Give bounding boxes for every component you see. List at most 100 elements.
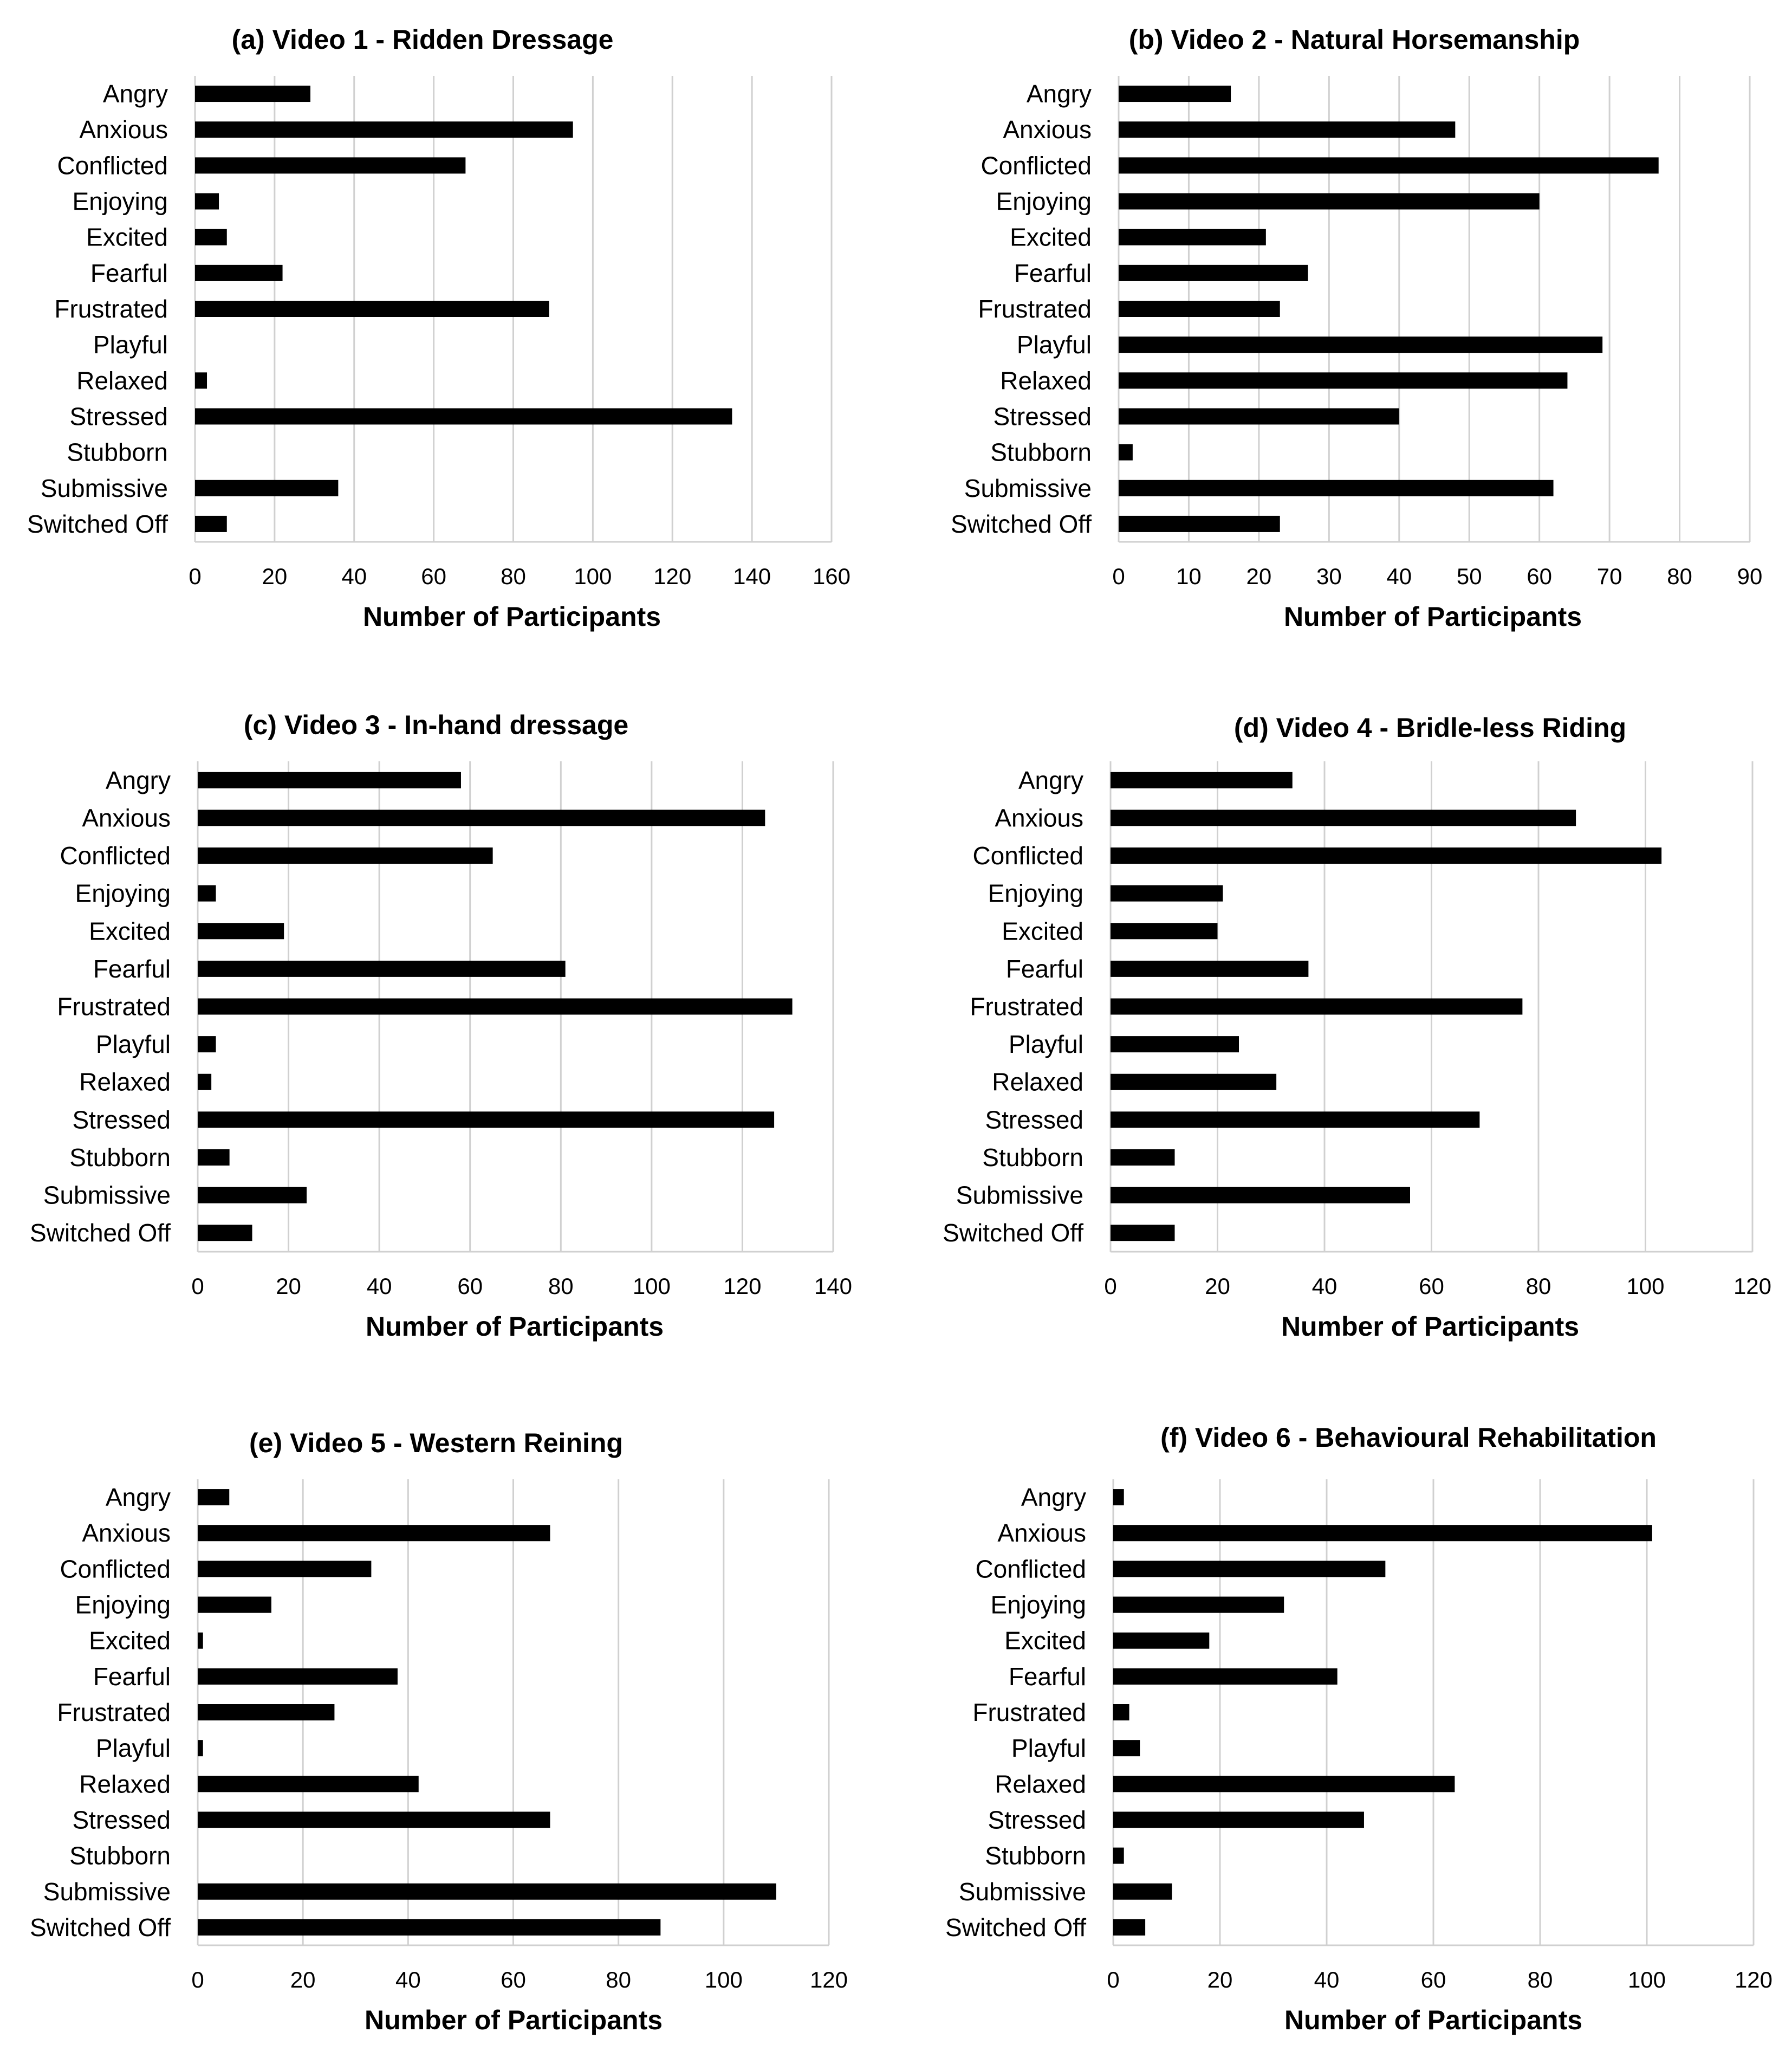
category-label: Submissive — [41, 474, 168, 502]
category-label: Anxious — [82, 1519, 171, 1547]
bar — [198, 885, 216, 902]
tick-label: 0 — [1104, 1273, 1116, 1299]
bar — [1119, 480, 1554, 496]
tick-label: 100 — [1626, 1273, 1664, 1299]
tick-label: 80 — [606, 1967, 631, 1992]
tick-label: 60 — [421, 564, 446, 589]
x-axis-title: Number of Participants — [1284, 601, 1582, 632]
category-label: Frustrated — [54, 295, 168, 323]
tick-label: 40 — [1312, 1273, 1337, 1299]
category-label: Enjoying — [996, 187, 1092, 216]
category-label: Relaxed — [79, 1770, 171, 1798]
bar — [198, 1073, 212, 1090]
bar — [1119, 515, 1280, 532]
category-label: Angry — [1021, 1483, 1086, 1511]
category-label: Stubborn — [982, 1143, 1083, 1172]
chart-panel: (a) Video 1 - Ridden Dressage Angry Anxiou… — [27, 24, 850, 632]
tick-label: 60 — [1419, 1273, 1444, 1299]
category-label: Relaxed — [76, 366, 168, 394]
bar — [195, 480, 339, 496]
tick-label: 80 — [1667, 564, 1692, 589]
category-label: Stubborn — [67, 438, 168, 467]
category-label: Conflicted — [60, 842, 171, 870]
bar — [198, 1740, 203, 1757]
tick-label: 20 — [290, 1967, 316, 1992]
category-label: Stressed — [993, 402, 1092, 430]
category-label: Excited — [1010, 223, 1092, 251]
category-label: Frustrated — [970, 993, 1083, 1021]
bar — [1111, 923, 1218, 940]
category-label: Frustrated — [972, 1698, 1086, 1726]
bar — [1113, 1668, 1337, 1685]
tick-label: 140 — [814, 1273, 852, 1299]
tick-label: 100 — [633, 1273, 671, 1299]
bar — [1119, 229, 1266, 245]
bar — [1113, 1489, 1124, 1506]
bar — [1119, 264, 1308, 281]
bar — [198, 1149, 230, 1166]
category-label: Anxious — [1003, 115, 1092, 144]
bar — [198, 998, 793, 1015]
category-label: Enjoying — [988, 879, 1083, 908]
tick-label: 40 — [395, 1967, 421, 1992]
bar — [198, 1776, 419, 1792]
bar — [1113, 1596, 1284, 1613]
category-label: Stressed — [72, 1105, 171, 1134]
bar — [195, 515, 227, 532]
category-label: Enjoying — [75, 879, 171, 908]
category-label: Switched Off — [30, 1913, 171, 1942]
bar — [1113, 1919, 1146, 1936]
bar — [1119, 301, 1280, 317]
category-label: Stressed — [72, 1805, 171, 1834]
bar — [198, 1036, 216, 1053]
tick-label: 40 — [1314, 1967, 1340, 1992]
bar — [198, 772, 461, 788]
bar — [195, 372, 207, 389]
x-axis-title: Number of Participants — [365, 2005, 663, 2035]
category-label: Relaxed — [79, 1068, 171, 1096]
category-label: Submissive — [43, 1878, 171, 1906]
tick-label: 60 — [501, 1967, 526, 1992]
bar — [198, 923, 284, 940]
category-label: Conflicted — [981, 151, 1092, 179]
category-label: Conflicted — [57, 151, 168, 179]
category-label: Fearful — [1014, 259, 1092, 287]
category-label: Anxious — [79, 115, 168, 144]
bar — [198, 1561, 372, 1577]
bar — [195, 264, 283, 281]
tick-label: 40 — [341, 564, 367, 589]
x-axis-title: Number of Participants — [363, 601, 661, 632]
tick-label: 0 — [1112, 564, 1125, 589]
bar — [1113, 1704, 1129, 1720]
bar — [1111, 810, 1576, 826]
tick-label: 60 — [457, 1273, 483, 1299]
bar — [198, 960, 566, 977]
bar — [198, 1704, 335, 1720]
bar — [1113, 1883, 1172, 1900]
bar — [1111, 772, 1293, 788]
tick-label: 30 — [1316, 564, 1342, 589]
tick-label: 40 — [1386, 564, 1412, 589]
tick-label: 120 — [653, 564, 691, 589]
bar — [1113, 1740, 1140, 1757]
category-label: Frustrated — [57, 993, 171, 1021]
chart-title: (e) Video 5 - Western Reining — [249, 1428, 623, 1458]
category-label: Angry — [106, 1483, 171, 1511]
tick-label: 100 — [705, 1967, 743, 1992]
category-label: Submissive — [956, 1181, 1083, 1209]
chart-panel: (b) Video 2 - Natural Horsemanship Angry A… — [951, 24, 1762, 632]
bar — [1113, 1561, 1386, 1577]
bar — [1113, 1811, 1364, 1828]
tick-label: 100 — [574, 564, 612, 589]
category-label: Anxious — [997, 1519, 1086, 1547]
bar — [1111, 885, 1223, 902]
chart-title: (a) Video 1 - Ridden Dressage — [232, 24, 614, 55]
bar — [1119, 121, 1456, 138]
category-label: Relaxed — [1000, 366, 1092, 394]
x-axis-title: Number of Participants — [1284, 2005, 1582, 2035]
category-label: Conflicted — [975, 1555, 1086, 1583]
bar — [198, 1883, 776, 1900]
category-label: Anxious — [82, 804, 171, 832]
chart-title: (c) Video 3 - In-hand dressage — [244, 710, 628, 740]
